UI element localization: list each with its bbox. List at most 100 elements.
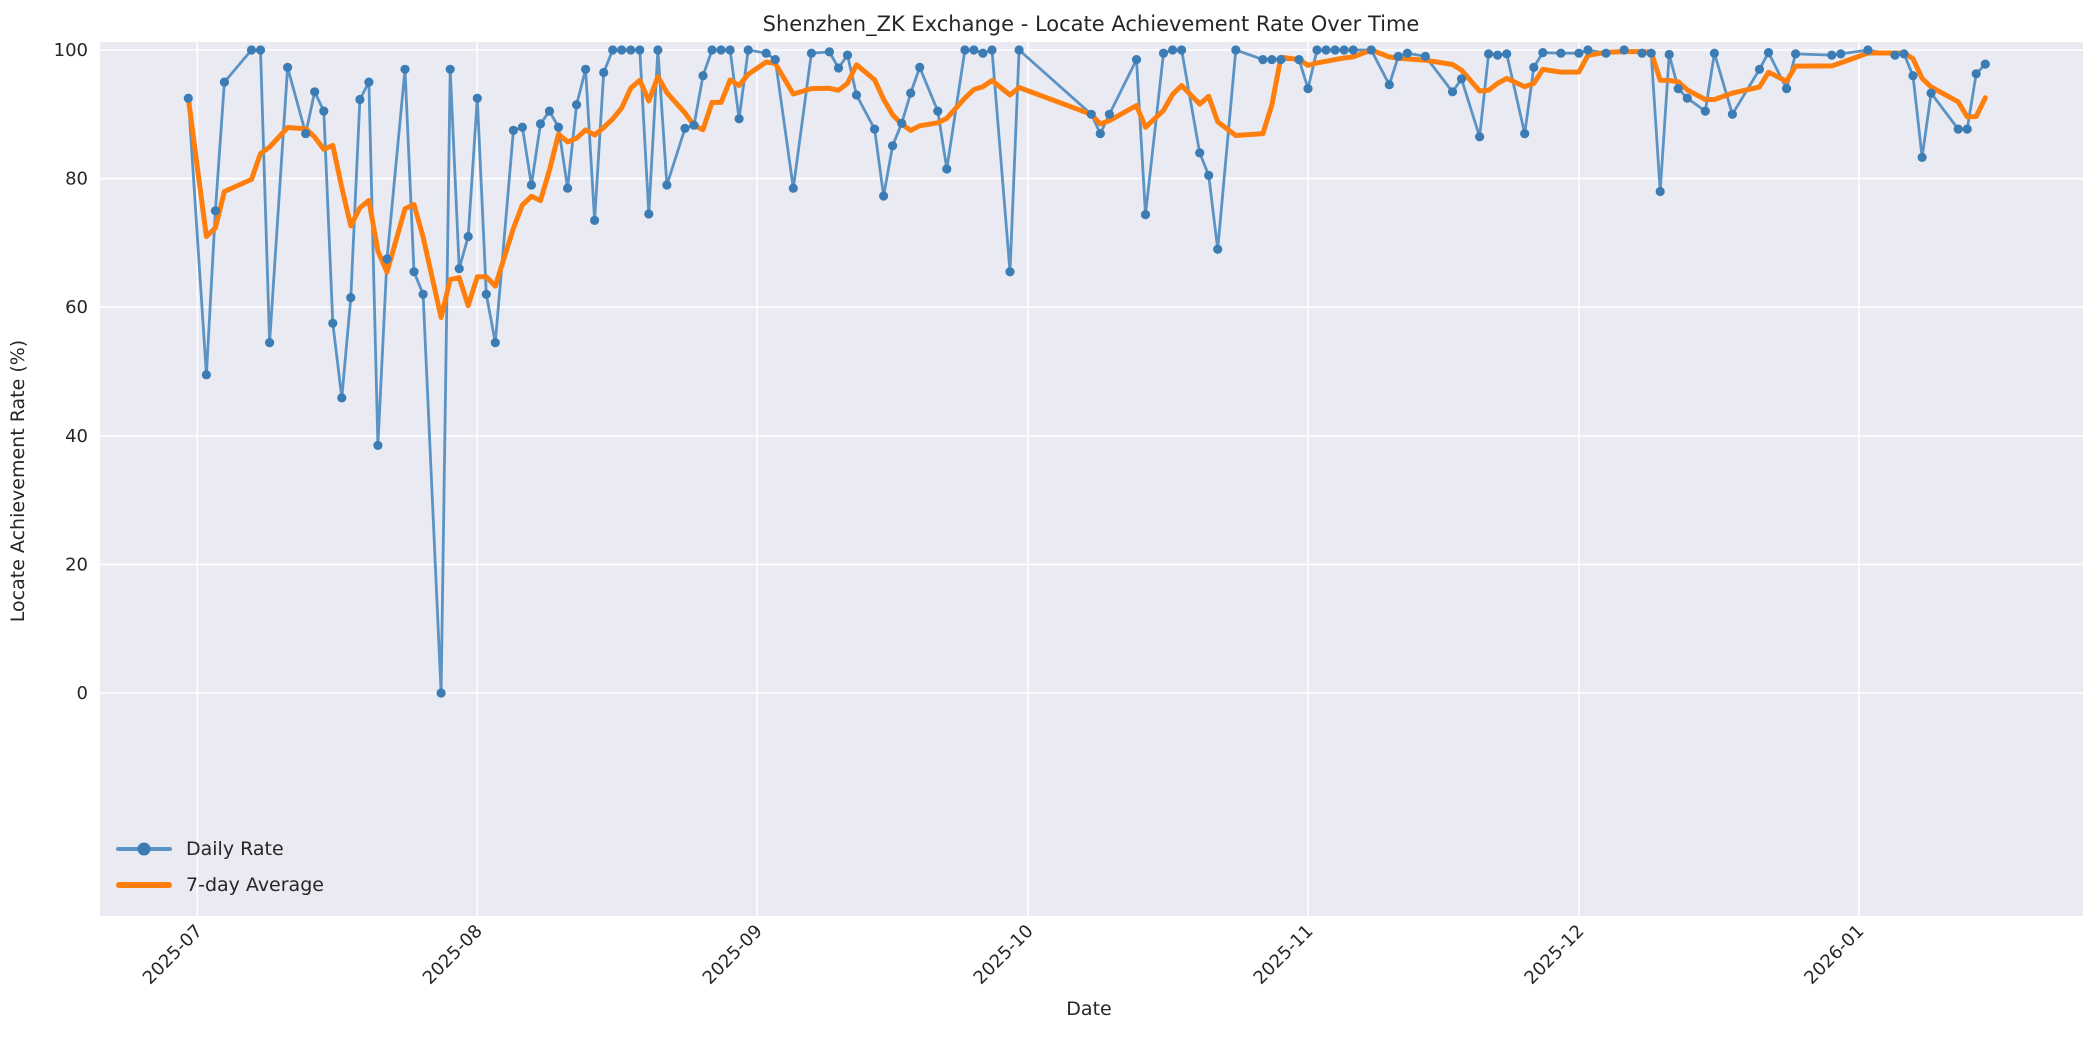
daily-rate-marker bbox=[635, 45, 645, 55]
daily-rate-marker bbox=[1863, 45, 1873, 55]
daily-rate-marker bbox=[1502, 49, 1512, 59]
daily-rate-marker bbox=[1827, 50, 1837, 60]
daily-rate-marker bbox=[382, 254, 392, 264]
daily-rate-marker bbox=[725, 45, 735, 55]
daily-rate-marker bbox=[960, 45, 970, 55]
daily-rate-marker bbox=[544, 106, 555, 116]
daily-rate-marker bbox=[1700, 106, 1710, 116]
daily-rate-marker bbox=[680, 123, 690, 133]
daily-rate-marker bbox=[1962, 124, 1972, 134]
legend-entry-7day-average: 7-day Average bbox=[116, 872, 324, 898]
daily-rate-marker bbox=[1321, 45, 1331, 55]
daily-rate-marker bbox=[1330, 45, 1340, 55]
daily-rate-marker bbox=[246, 45, 257, 55]
daily-rate-marker bbox=[445, 64, 455, 74]
daily-rate-marker bbox=[535, 119, 546, 129]
daily-rate-marker bbox=[1538, 48, 1548, 58]
daily-rate-marker bbox=[1267, 55, 1277, 65]
daily-rate-marker bbox=[879, 191, 889, 201]
daily-rate-marker bbox=[1447, 87, 1458, 97]
daily-rate-marker bbox=[1709, 48, 1719, 58]
daily-rate-marker bbox=[1104, 109, 1114, 119]
daily-rate-marker bbox=[1339, 45, 1349, 55]
daily-rate-marker bbox=[987, 45, 997, 55]
daily-rate-marker bbox=[1664, 49, 1674, 60]
daily-rate-marker bbox=[328, 318, 338, 328]
y-tick-label-80: 80 bbox=[65, 169, 88, 190]
daily-rate-marker bbox=[1637, 48, 1647, 58]
daily-rate-marker bbox=[1529, 62, 1539, 72]
daily-rate-marker bbox=[689, 120, 699, 130]
daily-rate-marker bbox=[255, 45, 266, 55]
daily-rate-marker bbox=[644, 209, 654, 219]
daily-rate-marker bbox=[1953, 124, 1963, 134]
daily-rate-marker bbox=[219, 77, 229, 87]
daily-rate-marker bbox=[1971, 69, 1981, 79]
x-tick-label-2025-12: 2025-12 bbox=[1520, 921, 1588, 989]
x-tick-label-2025-11: 2025-11 bbox=[1250, 921, 1318, 989]
daily-rate-marker bbox=[1475, 132, 1485, 142]
daily-rate-marker bbox=[301, 129, 311, 139]
x-axis-label: Date bbox=[1066, 998, 1112, 1020]
daily-rate-marker bbox=[1005, 267, 1015, 277]
daily-rate-marker bbox=[1303, 84, 1313, 94]
y-tick-label-0: 0 bbox=[77, 683, 88, 704]
daily-rate-marker bbox=[734, 114, 744, 124]
x-tick-label-2025-09: 2025-09 bbox=[699, 921, 767, 989]
daily-rate-marker bbox=[969, 45, 979, 55]
daily-rate-marker bbox=[1574, 48, 1584, 58]
daily-rate-marker bbox=[490, 338, 500, 348]
daily-rate-marker bbox=[1258, 55, 1268, 65]
daily-rate-marker bbox=[1836, 49, 1846, 59]
daily-rate-marker bbox=[1231, 45, 1241, 55]
daily-rate-marker bbox=[1312, 45, 1322, 55]
daily-rate-marker bbox=[1619, 45, 1629, 55]
daily-rate-marker bbox=[1276, 55, 1286, 65]
y-tick-label-40: 40 bbox=[65, 426, 88, 447]
daily-rate-marker bbox=[481, 289, 491, 299]
y-axis-label: Locate Achievement Rate (%) bbox=[7, 339, 29, 623]
daily-rate-marker bbox=[906, 88, 916, 98]
daily-rate-marker bbox=[888, 141, 898, 151]
daily-rate-marker bbox=[1195, 148, 1205, 158]
daily-rate-marker bbox=[1086, 109, 1096, 119]
daily-rate-marker bbox=[1366, 45, 1376, 55]
daily-rate-marker bbox=[472, 93, 482, 103]
daily-rate-marker bbox=[265, 338, 275, 348]
daily-rate-marker bbox=[617, 45, 627, 55]
legend: Daily Rate 7-day Average bbox=[116, 836, 324, 898]
daily-rate-marker bbox=[581, 64, 591, 74]
y-tick-label-60: 60 bbox=[65, 297, 88, 318]
legend-label-7day-average: 7-day Average bbox=[186, 874, 324, 896]
daily-rate-marker bbox=[1583, 45, 1593, 55]
daily-rate-marker bbox=[897, 118, 907, 128]
daily-rate-marker bbox=[933, 106, 943, 116]
daily-rate-marker bbox=[183, 93, 193, 103]
plot-background bbox=[100, 42, 2083, 916]
daily-rate-marker bbox=[1177, 45, 1187, 55]
daily-rate-marker bbox=[1601, 48, 1611, 58]
daily-rate-marker bbox=[1682, 93, 1692, 103]
daily-rate-marker bbox=[436, 688, 446, 698]
daily-rate-marker bbox=[337, 393, 347, 403]
y-tick-label-20: 20 bbox=[65, 554, 88, 575]
daily-rate-marker bbox=[563, 183, 573, 193]
daily-rate-marker bbox=[400, 64, 410, 74]
daily-rate-marker bbox=[1673, 84, 1683, 94]
daily-rate-marker bbox=[743, 45, 753, 55]
x-tick-label-2025-07: 2025-07 bbox=[139, 921, 207, 989]
daily-rate-marker bbox=[1402, 48, 1412, 58]
daily-rate-marker bbox=[716, 45, 726, 55]
daily-rate-marker bbox=[1754, 64, 1765, 74]
daily-rate-marker bbox=[1980, 59, 1990, 69]
daily-rate-marker bbox=[653, 45, 663, 55]
daily-rate-marker bbox=[662, 180, 672, 190]
daily-rate-marker bbox=[373, 440, 383, 450]
daily-rate-marker bbox=[517, 122, 528, 132]
daily-rate-marker bbox=[824, 47, 835, 57]
daily-rate-marker bbox=[1791, 49, 1801, 59]
daily-rate-marker bbox=[1908, 71, 1918, 81]
x-tick-label-2026-01: 2026-01 bbox=[1800, 921, 1868, 989]
daily-rate-marker bbox=[1727, 109, 1737, 119]
